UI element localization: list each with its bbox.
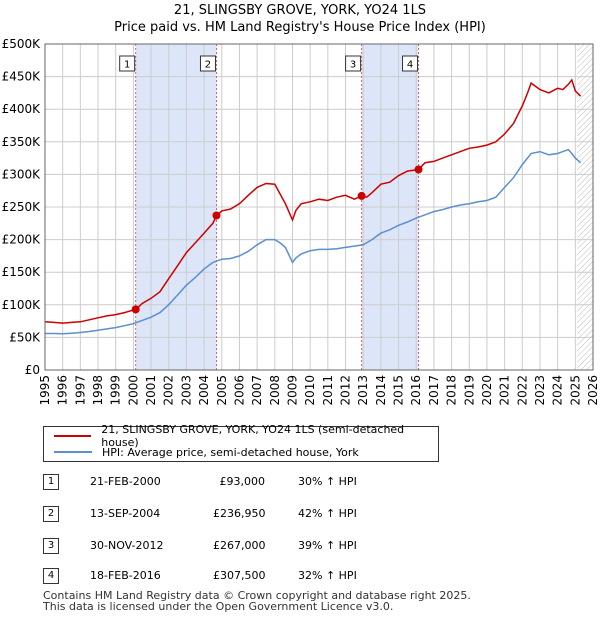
- y-tick-label: £350K: [2, 135, 42, 149]
- y-tick-label: £500K: [2, 37, 42, 51]
- price-chart: £0 £50K £100K £150K £200K £250K £300K £350K £400…: [2, 37, 600, 406]
- x-tick-label: 2009: [285, 375, 299, 406]
- sale-date: 18-FEB-2016: [90, 569, 161, 582]
- x-tick-label: 2020: [480, 375, 494, 406]
- sale-label-box: [402, 55, 419, 72]
- x-tick-label: 2022: [515, 375, 529, 406]
- x-tick-label: 2019: [462, 375, 476, 406]
- x-tick-label: 2025: [568, 375, 582, 406]
- x-tick-label: 2017: [427, 375, 441, 406]
- sale-row: 3 30-NOV-2012 £267,000 39% ↑ HPI: [43, 538, 443, 556]
- x-tick-label: 2016: [409, 375, 423, 406]
- sale-price: £307,500: [213, 569, 266, 582]
- x-tick-label: 2002: [162, 375, 176, 406]
- series-line-hpi: [45, 148, 582, 335]
- x-tick-label: 2003: [179, 375, 193, 406]
- x-tick-label: 2018: [445, 375, 459, 406]
- sale-label-box: [119, 55, 136, 72]
- sale-date: 13-SEP-2004: [90, 507, 161, 520]
- x-tick-label: 2013: [356, 375, 370, 406]
- y-tick-label: £400K: [2, 102, 42, 116]
- x-tick-label: 2012: [339, 375, 353, 406]
- series-line-property: [44, 78, 582, 324]
- x-tick-label: 2011: [321, 375, 335, 406]
- y-tick-label: £200K: [2, 233, 42, 247]
- sale-label-box: [345, 55, 362, 72]
- x-tick-label: 2014: [374, 375, 388, 406]
- sale-price: £267,000: [213, 539, 266, 552]
- sale-price: £236,950: [213, 507, 266, 520]
- x-tick-label: 1999: [109, 375, 123, 406]
- legend-item-hpi: HPI: Average price, semi-detached house,…: [54, 445, 359, 459]
- legend-label-hpi: HPI: Average price, semi-detached house,…: [102, 445, 359, 459]
- sale-row: 2 13-SEP-2004 £236,950 42% ↑ HPI: [43, 506, 443, 524]
- sale-number-badge: 3: [43, 538, 59, 554]
- legend-swatch-hpi: [54, 451, 92, 453]
- chart-subtitle: Price paid vs. HM Land Registry's House …: [114, 20, 486, 35]
- y-tick-label: £150K: [2, 265, 42, 279]
- legend-swatch-property: [54, 435, 92, 437]
- x-tick-label: 2026: [586, 375, 600, 406]
- x-tick-label: 1995: [38, 375, 52, 406]
- sale-label: 1: [124, 60, 130, 71]
- footer: Contains HM Land Registry data © Crown c…: [43, 590, 471, 612]
- sale-number-badge: 4: [43, 568, 59, 584]
- x-tick-label: 1998: [91, 375, 105, 406]
- x-tick-label: 2024: [551, 375, 565, 406]
- chart-title: 21, SLINGSBY GROVE, YORK, YO24 1LS: [173, 3, 427, 18]
- sale-label: 4: [407, 60, 413, 71]
- x-tick-label: 2023: [533, 375, 547, 406]
- y-tick-label: £50K: [9, 330, 41, 344]
- sale-price: £93,000: [219, 475, 266, 488]
- footer-copyright: Contains HM Land Registry data © Crown c…: [43, 589, 471, 602]
- sale-hpi-change: 42% ↑ HPI: [298, 507, 357, 520]
- sale-hpi-change: 39% ↑ HPI: [298, 539, 357, 552]
- sale-point: [131, 305, 140, 314]
- x-tick-label: 1997: [73, 375, 87, 406]
- sale-date: 30-NOV-2012: [90, 539, 164, 552]
- sale-hpi-change: 30% ↑ HPI: [298, 475, 357, 488]
- sale-date: 21-FEB-2000: [90, 475, 161, 488]
- sale-label: 3: [350, 60, 356, 71]
- sale-point: [414, 165, 423, 174]
- y-tick-label: £0: [25, 363, 40, 377]
- sale-row: 4 18-FEB-2016 £307,500 32% ↑ HPI: [43, 568, 443, 586]
- x-tick-label: 2001: [144, 375, 158, 406]
- sale-point: [357, 191, 366, 200]
- legend-label-property: 21, SLINGSBY GROVE, YORK, YO24 1LS (semi…: [101, 423, 405, 449]
- x-tick-label: 1996: [56, 375, 70, 406]
- legend: 21, SLINGSBY GROVE, YORK, YO24 1LS (semi…: [43, 423, 439, 462]
- sale-label-box: [199, 55, 216, 72]
- x-tick-label: 2000: [126, 375, 140, 406]
- x-tick-label: 2007: [250, 375, 264, 406]
- footer-license: This data is licensed under the Open Gov…: [43, 600, 394, 613]
- plot-frame: [44, 43, 594, 371]
- x-tick-label: 2021: [498, 375, 512, 406]
- sale-number-badge: 1: [43, 474, 59, 490]
- sale-row: 1 21-FEB-2000 £93,000 30% ↑ HPI: [43, 474, 443, 492]
- y-tick-label: £250K: [2, 200, 42, 214]
- sale-point: [212, 211, 221, 220]
- x-tick-label: 2005: [215, 375, 229, 406]
- x-tick-label: 2006: [232, 375, 246, 406]
- x-tick-label: 2008: [268, 375, 282, 406]
- y-tick-label: £100K: [2, 298, 42, 312]
- y-tick-label: £450K: [2, 70, 42, 84]
- sale-label: 2: [205, 60, 211, 71]
- y-tick-label: £300K: [2, 167, 42, 181]
- x-tick-label: 2010: [303, 375, 317, 406]
- sale-number-badge: 2: [43, 506, 59, 522]
- sale-hpi-change: 32% ↑ HPI: [298, 569, 357, 582]
- legend-item-property: 21, SLINGSBY GROVE, YORK, YO24 1LS (semi…: [54, 423, 438, 449]
- x-tick-label: 2004: [197, 375, 211, 406]
- x-tick-label: 2015: [392, 375, 406, 406]
